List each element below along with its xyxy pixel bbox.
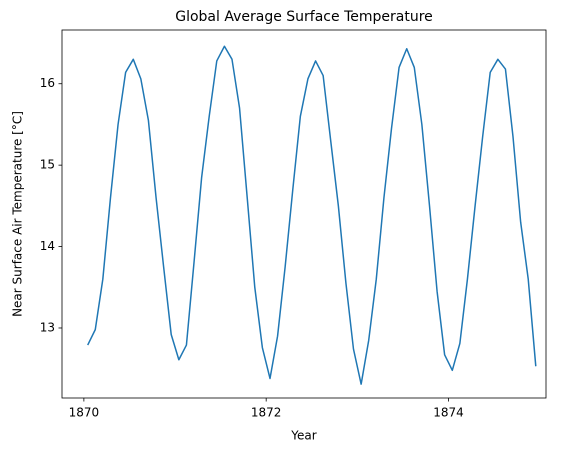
- y-axis-label: Near Surface Air Temperature [°C]: [11, 111, 25, 317]
- chart-title: Global Average Surface Temperature: [175, 9, 433, 25]
- x-tick-label: 1872: [251, 406, 282, 420]
- x-tick-label: 1870: [69, 406, 100, 420]
- plot-frame: [61, 29, 547, 399]
- x-tick-label: 1874: [433, 406, 464, 420]
- y-tick-label: 15: [40, 158, 55, 172]
- y-tick-label: 13: [40, 320, 55, 334]
- line: [87, 45, 537, 385]
- y-tick-label: 16: [40, 76, 55, 90]
- x-axis-label: Year: [290, 429, 316, 443]
- y-tick-label: 14: [40, 239, 55, 253]
